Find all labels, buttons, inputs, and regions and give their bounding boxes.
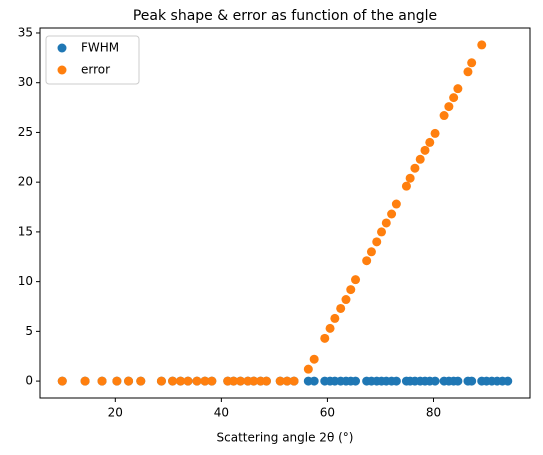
point bbox=[249, 376, 259, 386]
point bbox=[112, 376, 122, 386]
point bbox=[168, 376, 178, 386]
point bbox=[391, 199, 401, 209]
point bbox=[430, 128, 440, 138]
point bbox=[366, 247, 376, 257]
point bbox=[261, 376, 271, 386]
point bbox=[467, 58, 477, 68]
point bbox=[192, 376, 202, 386]
point bbox=[309, 354, 319, 364]
point bbox=[410, 163, 420, 173]
y-tick-label: 15 bbox=[18, 224, 33, 238]
point bbox=[401, 181, 411, 191]
point bbox=[336, 303, 346, 313]
point bbox=[303, 364, 313, 374]
point bbox=[377, 227, 387, 237]
plot-frame bbox=[39, 27, 531, 399]
point bbox=[477, 40, 487, 50]
point bbox=[282, 376, 292, 386]
point bbox=[325, 323, 335, 333]
point bbox=[176, 376, 186, 386]
point bbox=[341, 295, 351, 305]
point bbox=[453, 84, 463, 94]
point bbox=[309, 376, 319, 386]
point bbox=[351, 376, 361, 386]
x-tick-label: 60 bbox=[320, 406, 335, 420]
point bbox=[351, 275, 361, 285]
chart-title: Peak shape & error as function of the an… bbox=[133, 8, 437, 24]
legend-marker bbox=[57, 65, 67, 75]
point bbox=[387, 209, 397, 219]
point bbox=[391, 376, 401, 386]
legend-label: error bbox=[81, 63, 110, 77]
point bbox=[425, 137, 435, 147]
point bbox=[136, 376, 146, 386]
point bbox=[183, 376, 193, 386]
x-tick-label: 20 bbox=[108, 406, 123, 420]
point bbox=[156, 376, 166, 386]
point bbox=[200, 376, 210, 386]
y-tick-label: 10 bbox=[18, 274, 33, 288]
point bbox=[439, 111, 449, 121]
point bbox=[362, 256, 372, 266]
y-tick-label: 20 bbox=[18, 175, 33, 189]
y-tick-label: 35 bbox=[18, 25, 33, 39]
point bbox=[444, 102, 454, 112]
point bbox=[415, 154, 425, 164]
point bbox=[467, 376, 477, 386]
x-tick-label: 80 bbox=[426, 406, 441, 420]
point bbox=[430, 376, 440, 386]
point bbox=[229, 376, 239, 386]
point bbox=[449, 93, 459, 103]
point bbox=[503, 376, 513, 386]
x-tick-label: 40 bbox=[214, 406, 229, 420]
y-tick-label: 5 bbox=[25, 324, 33, 338]
y-tick-label: 25 bbox=[18, 125, 33, 139]
legend-box bbox=[45, 35, 140, 85]
point bbox=[235, 376, 245, 386]
point bbox=[381, 218, 391, 228]
x-axis-label: Scattering angle 2θ (°) bbox=[217, 431, 354, 445]
y-tick-label: 30 bbox=[18, 75, 33, 89]
point bbox=[80, 376, 90, 386]
point bbox=[275, 376, 285, 386]
point bbox=[420, 145, 430, 155]
point bbox=[320, 333, 330, 343]
point bbox=[97, 376, 107, 386]
legend-label: FWHM bbox=[81, 41, 119, 55]
y-tick-label: 0 bbox=[25, 374, 33, 388]
point bbox=[57, 376, 67, 386]
point bbox=[330, 313, 340, 323]
point bbox=[207, 376, 217, 386]
point bbox=[405, 173, 415, 183]
point bbox=[372, 237, 382, 247]
point bbox=[124, 376, 134, 386]
point bbox=[289, 376, 299, 386]
point bbox=[346, 285, 356, 295]
point bbox=[453, 376, 463, 386]
legend-marker bbox=[57, 43, 67, 53]
point bbox=[463, 67, 473, 77]
